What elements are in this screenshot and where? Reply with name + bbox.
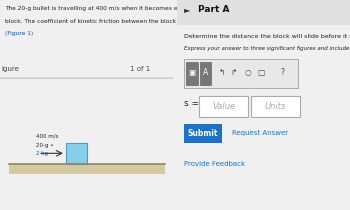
Text: ↱: ↱ [230,68,237,77]
Text: Submit: Submit [188,129,218,138]
Text: 20-g •: 20-g • [36,143,54,148]
Bar [66,143,87,164]
Text: Determine the distance the block will slide before it stops.: Determine the distance the block will sl… [184,34,350,39]
Text: Value: Value [212,102,235,110]
Bar [177,0,350,25]
Text: The 20-g bullet is travelling at 400 m/s when it becomes embedded in the 2-kg st: The 20-g bullet is travelling at 400 m/s… [5,6,271,11]
Text: Request Answer: Request Answer [232,130,288,136]
Text: ○: ○ [244,68,251,77]
Bar [199,96,248,117]
Text: Express your answer to three significant figures and include the appropriate uni: Express your answer to three significant… [184,46,350,51]
Bar [184,124,222,143]
Text: ►: ► [184,5,190,14]
Text: ↰: ↰ [218,68,225,77]
Bar [184,59,298,88]
Text: ?: ? [280,68,284,77]
Text: s =: s = [184,100,199,108]
Text: Provide Feedback: Provide Feedback [184,161,245,167]
Text: (Figure 1): (Figure 1) [5,32,34,37]
Bar [186,62,197,85]
Text: ▣: ▣ [188,68,196,77]
Text: block. The coefficient of kinetic friction between the block and the plane is μ : block. The coefficient of kinetic fricti… [5,19,255,24]
Text: □: □ [258,68,265,77]
Bar [251,96,300,117]
Bar [200,62,211,85]
Text: Part A: Part A [197,5,229,14]
Text: 2 kg: 2 kg [36,151,48,156]
Text: A: A [203,68,209,77]
Text: Units: Units [265,102,286,110]
Text: igure: igure [2,66,20,72]
Text: 400 m/s: 400 m/s [36,134,59,139]
Bar [9,164,164,174]
Text: 1 of 1: 1 of 1 [130,66,150,72]
